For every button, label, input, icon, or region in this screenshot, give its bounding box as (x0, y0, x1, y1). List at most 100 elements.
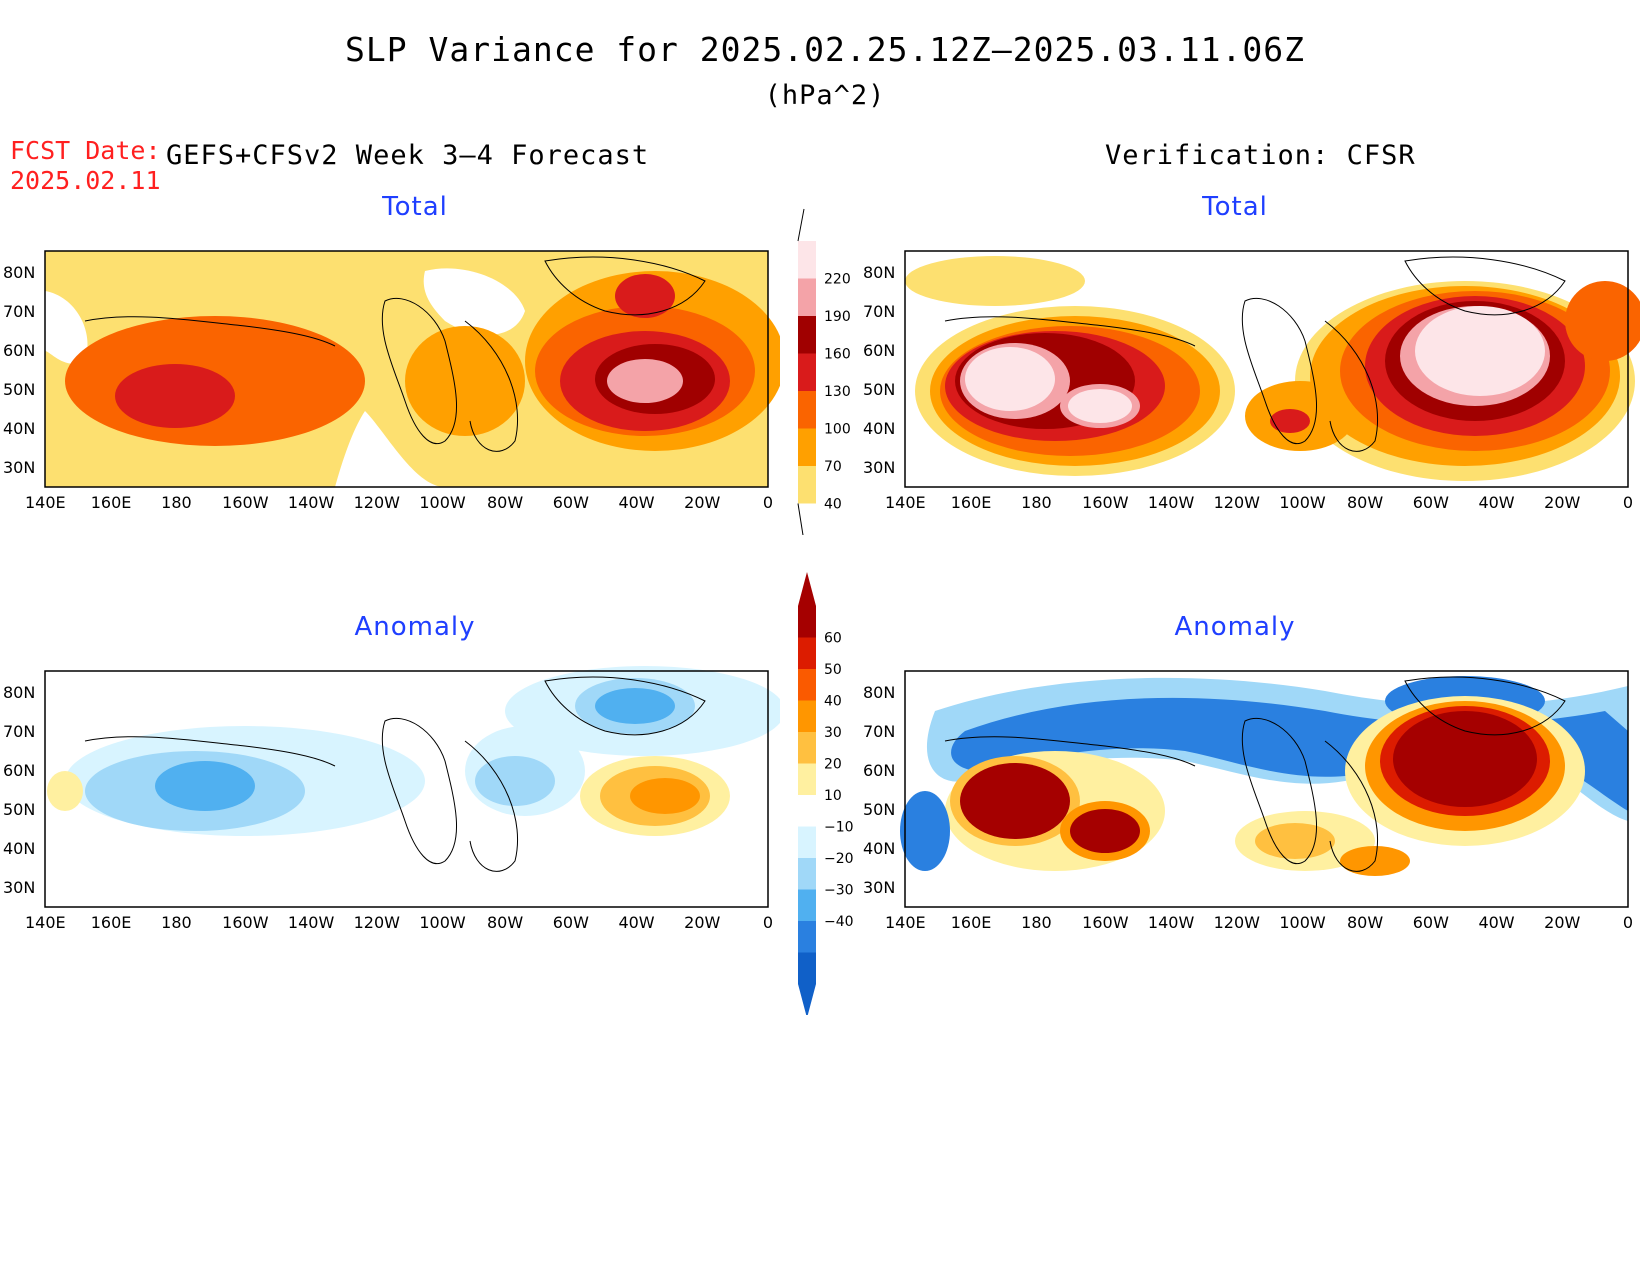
lon-tick-label: 140E (885, 493, 926, 512)
colorbar-swatch (798, 316, 816, 354)
units-label: (hPa^2) (764, 80, 886, 111)
lon-tick-label: 100W (419, 493, 466, 512)
lon-tick-label: 140W (287, 913, 335, 932)
verification-header: Verification: CFSR (1105, 140, 1416, 171)
lat-tick-label: 80N (3, 683, 36, 702)
lon-tick-label: 160W (222, 493, 269, 512)
lon-tick-label: 80W (1346, 493, 1384, 512)
anomaly-colorbar: 60 50 40 30 20 10 −10 −20 −30 −40 (798, 572, 854, 1015)
colorbar-tail-bottom (797, 503, 804, 535)
lon-tick-label: 20W (684, 913, 721, 932)
figure-title: SLP Variance for 2025.02.25.12Z–2025.03.… (345, 30, 1305, 69)
verification-anomaly-map (860, 665, 1640, 945)
lat-tick-label: 50N (3, 380, 36, 399)
colorbar-label: 190 (824, 309, 851, 325)
lon-tick-label: 180 (161, 493, 192, 512)
colorbar-swatch (798, 669, 816, 701)
lat-tick-label: 60N (3, 341, 36, 360)
lat-tick-label: 50N (863, 380, 896, 399)
colorbar-swatch (798, 700, 816, 732)
colorbar-arrow-bottom (798, 984, 816, 1015)
lon-tick-label: 140E (25, 913, 66, 932)
colorbar-label: 220 (824, 272, 851, 288)
colorbar-label: 100 (824, 422, 851, 438)
lon-tick-label: 140E (25, 493, 66, 512)
colorbar-arrow-top (798, 572, 816, 606)
colorbar-swatch (798, 952, 816, 984)
lon-tick-label: 20W (1544, 913, 1581, 932)
verification-total-title: Total (1202, 192, 1268, 222)
lat-tick-label: 30N (863, 878, 896, 897)
lat-tick-label: 30N (3, 458, 36, 477)
forecast-anomaly-map (0, 665, 780, 945)
lat-tick-label: 50N (3, 800, 36, 819)
verification-anomaly-title: Anomaly (1174, 612, 1296, 642)
lon-tick-label: 160E (950, 493, 992, 512)
lon-tick-label: 60W (1412, 493, 1449, 512)
lon-tick-label: 120W (1213, 913, 1260, 932)
lon-tick-label: 140W (287, 493, 335, 512)
lat-tick-label: 80N (863, 683, 896, 702)
colorbar-label: 160 (824, 347, 851, 363)
lon-tick-label: 60W (552, 913, 589, 932)
lat-tick-label: 70N (3, 722, 36, 741)
colorbar-swatch (798, 466, 816, 504)
colorbar-swatch (798, 826, 816, 858)
lon-tick-label: 160E (90, 913, 132, 932)
lon-tick-label: 0 (1622, 493, 1634, 512)
lat-tick-label: 50N (863, 800, 896, 819)
colorbar-label: 20 (824, 757, 842, 773)
lon-tick-label: 140W (1147, 493, 1195, 512)
lon-tick-label: 40W (1478, 913, 1515, 932)
fcst-date-label: FCST Date: (10, 136, 161, 165)
verification-total-map (860, 245, 1640, 525)
colorbar-label: 70 (824, 459, 842, 475)
colorbar-label: 40 (824, 694, 842, 710)
colorbar-swatch (798, 606, 816, 638)
lon-tick-label: 140E (885, 913, 926, 932)
lon-tick-label: 100W (1279, 493, 1326, 512)
colorbar-label: 40 (824, 497, 842, 513)
lon-tick-label: 80W (486, 493, 524, 512)
lat-tick-label: 60N (3, 761, 36, 780)
lat-tick-label: 40N (863, 419, 896, 438)
lon-tick-label: 60W (1412, 913, 1449, 932)
lat-tick-label: 30N (863, 458, 896, 477)
lon-tick-label: 80W (486, 913, 524, 932)
lon-tick-label: 180 (1021, 493, 1052, 512)
colorbar-label: 30 (824, 725, 842, 741)
lon-tick-label: 160W (222, 913, 269, 932)
colorbar-label: −40 (824, 914, 854, 930)
lat-tick-label: 80N (863, 263, 896, 282)
lon-tick-label: 40W (618, 913, 655, 932)
lon-tick-label: 60W (552, 493, 589, 512)
lon-tick-label: 120W (353, 493, 400, 512)
colorbar-swatch (798, 391, 816, 429)
lat-tick-label: 70N (3, 302, 36, 321)
forecast-total-title: Total (382, 192, 448, 222)
forecast-total-map (0, 245, 780, 525)
colorbar-label: −30 (824, 883, 854, 899)
lon-tick-label: 100W (1279, 913, 1326, 932)
colorbar-swatch (798, 353, 816, 391)
lon-tick-label: 140W (1147, 913, 1195, 932)
colorbar-label: 10 (824, 788, 842, 804)
colorbar-swatch (798, 241, 816, 279)
lon-tick-label: 40W (618, 493, 655, 512)
lon-tick-label: 180 (1021, 913, 1052, 932)
forecast-header: GEFS+CFSv2 Week 3–4 Forecast (166, 140, 650, 171)
colorbar-label: −10 (824, 820, 854, 836)
lon-tick-label: 160E (950, 913, 992, 932)
lon-tick-label: 0 (1622, 913, 1634, 932)
colorbar-swatch (798, 858, 816, 890)
colorbar-label: 130 (824, 384, 851, 400)
lon-tick-label: 160W (1082, 913, 1129, 932)
lon-tick-label: 20W (684, 493, 721, 512)
lon-tick-label: 100W (419, 913, 466, 932)
lon-tick-label: 0 (762, 913, 774, 932)
lon-tick-label: 180 (161, 913, 192, 932)
colorbar-swatch (798, 795, 816, 827)
lat-tick-label: 30N (3, 878, 36, 897)
lat-tick-label: 80N (3, 263, 36, 282)
total-colorbar: 220 190 160 130 100 70 40 (797, 208, 851, 535)
